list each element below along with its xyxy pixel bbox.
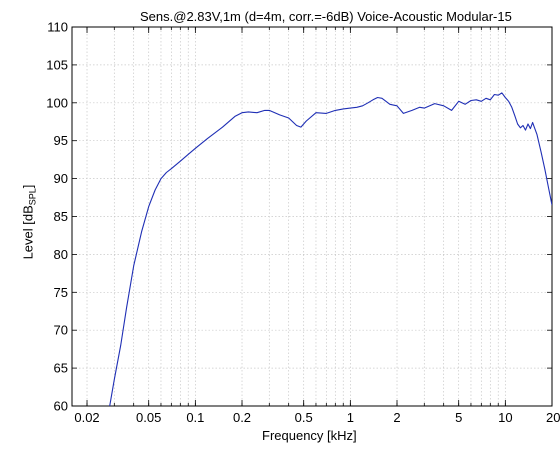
y-tick-label: 110 bbox=[47, 20, 68, 35]
y-axis-label-close: ] bbox=[20, 184, 36, 189]
axes-frame bbox=[71, 26, 553, 407]
y-tick-label: 70 bbox=[54, 323, 68, 338]
x-tick-label: 0.2 bbox=[233, 410, 251, 425]
y-tick-label: 95 bbox=[54, 133, 68, 148]
y-tick-label: 80 bbox=[54, 247, 68, 262]
x-tick-label: 10 bbox=[498, 410, 512, 425]
x-tick-label: 5 bbox=[455, 410, 462, 425]
chart-title: Sens.@2.83V,1m (d=4m, corr.=-6dB) Voice-… bbox=[140, 9, 512, 24]
x-tick-label: 0.05 bbox=[136, 410, 161, 425]
x-tick-label: 0.5 bbox=[295, 410, 313, 425]
series-layer bbox=[109, 92, 552, 406]
x-tick-label: 0.02 bbox=[74, 410, 99, 425]
axis-ticks bbox=[72, 26, 553, 407]
y-axis-label-main: Level [dB bbox=[20, 205, 36, 260]
series-line bbox=[109, 92, 552, 406]
x-axis-label: Frequency [kHz] bbox=[262, 428, 357, 443]
x-tick-label: 1 bbox=[347, 410, 354, 425]
y-tick-label: 85 bbox=[54, 209, 68, 224]
x-tick-label: 20 bbox=[546, 410, 560, 425]
y-tick-label: 65 bbox=[54, 361, 68, 376]
y-tick-label: 100 bbox=[46, 95, 68, 110]
y-tick-labels: 60 65 70 75 80 85 90 95 100 105 110 bbox=[46, 20, 68, 414]
grid bbox=[72, 27, 552, 406]
y-tick-label: 90 bbox=[54, 171, 68, 186]
y-axis-label: Level [dBSPL] bbox=[21, 185, 38, 260]
y-tick-label: 60 bbox=[54, 399, 68, 414]
x-tick-label: 2 bbox=[393, 410, 400, 425]
y-tick-label: 75 bbox=[54, 285, 68, 300]
y-axis-label-subscript: SPL bbox=[27, 188, 38, 206]
y-tick-label: 105 bbox=[46, 57, 68, 72]
x-tick-labels: 0.02 0.05 0.1 0.2 0.5 1 2 5 10 20 bbox=[74, 410, 560, 425]
x-tick-label: 0.1 bbox=[186, 410, 204, 425]
